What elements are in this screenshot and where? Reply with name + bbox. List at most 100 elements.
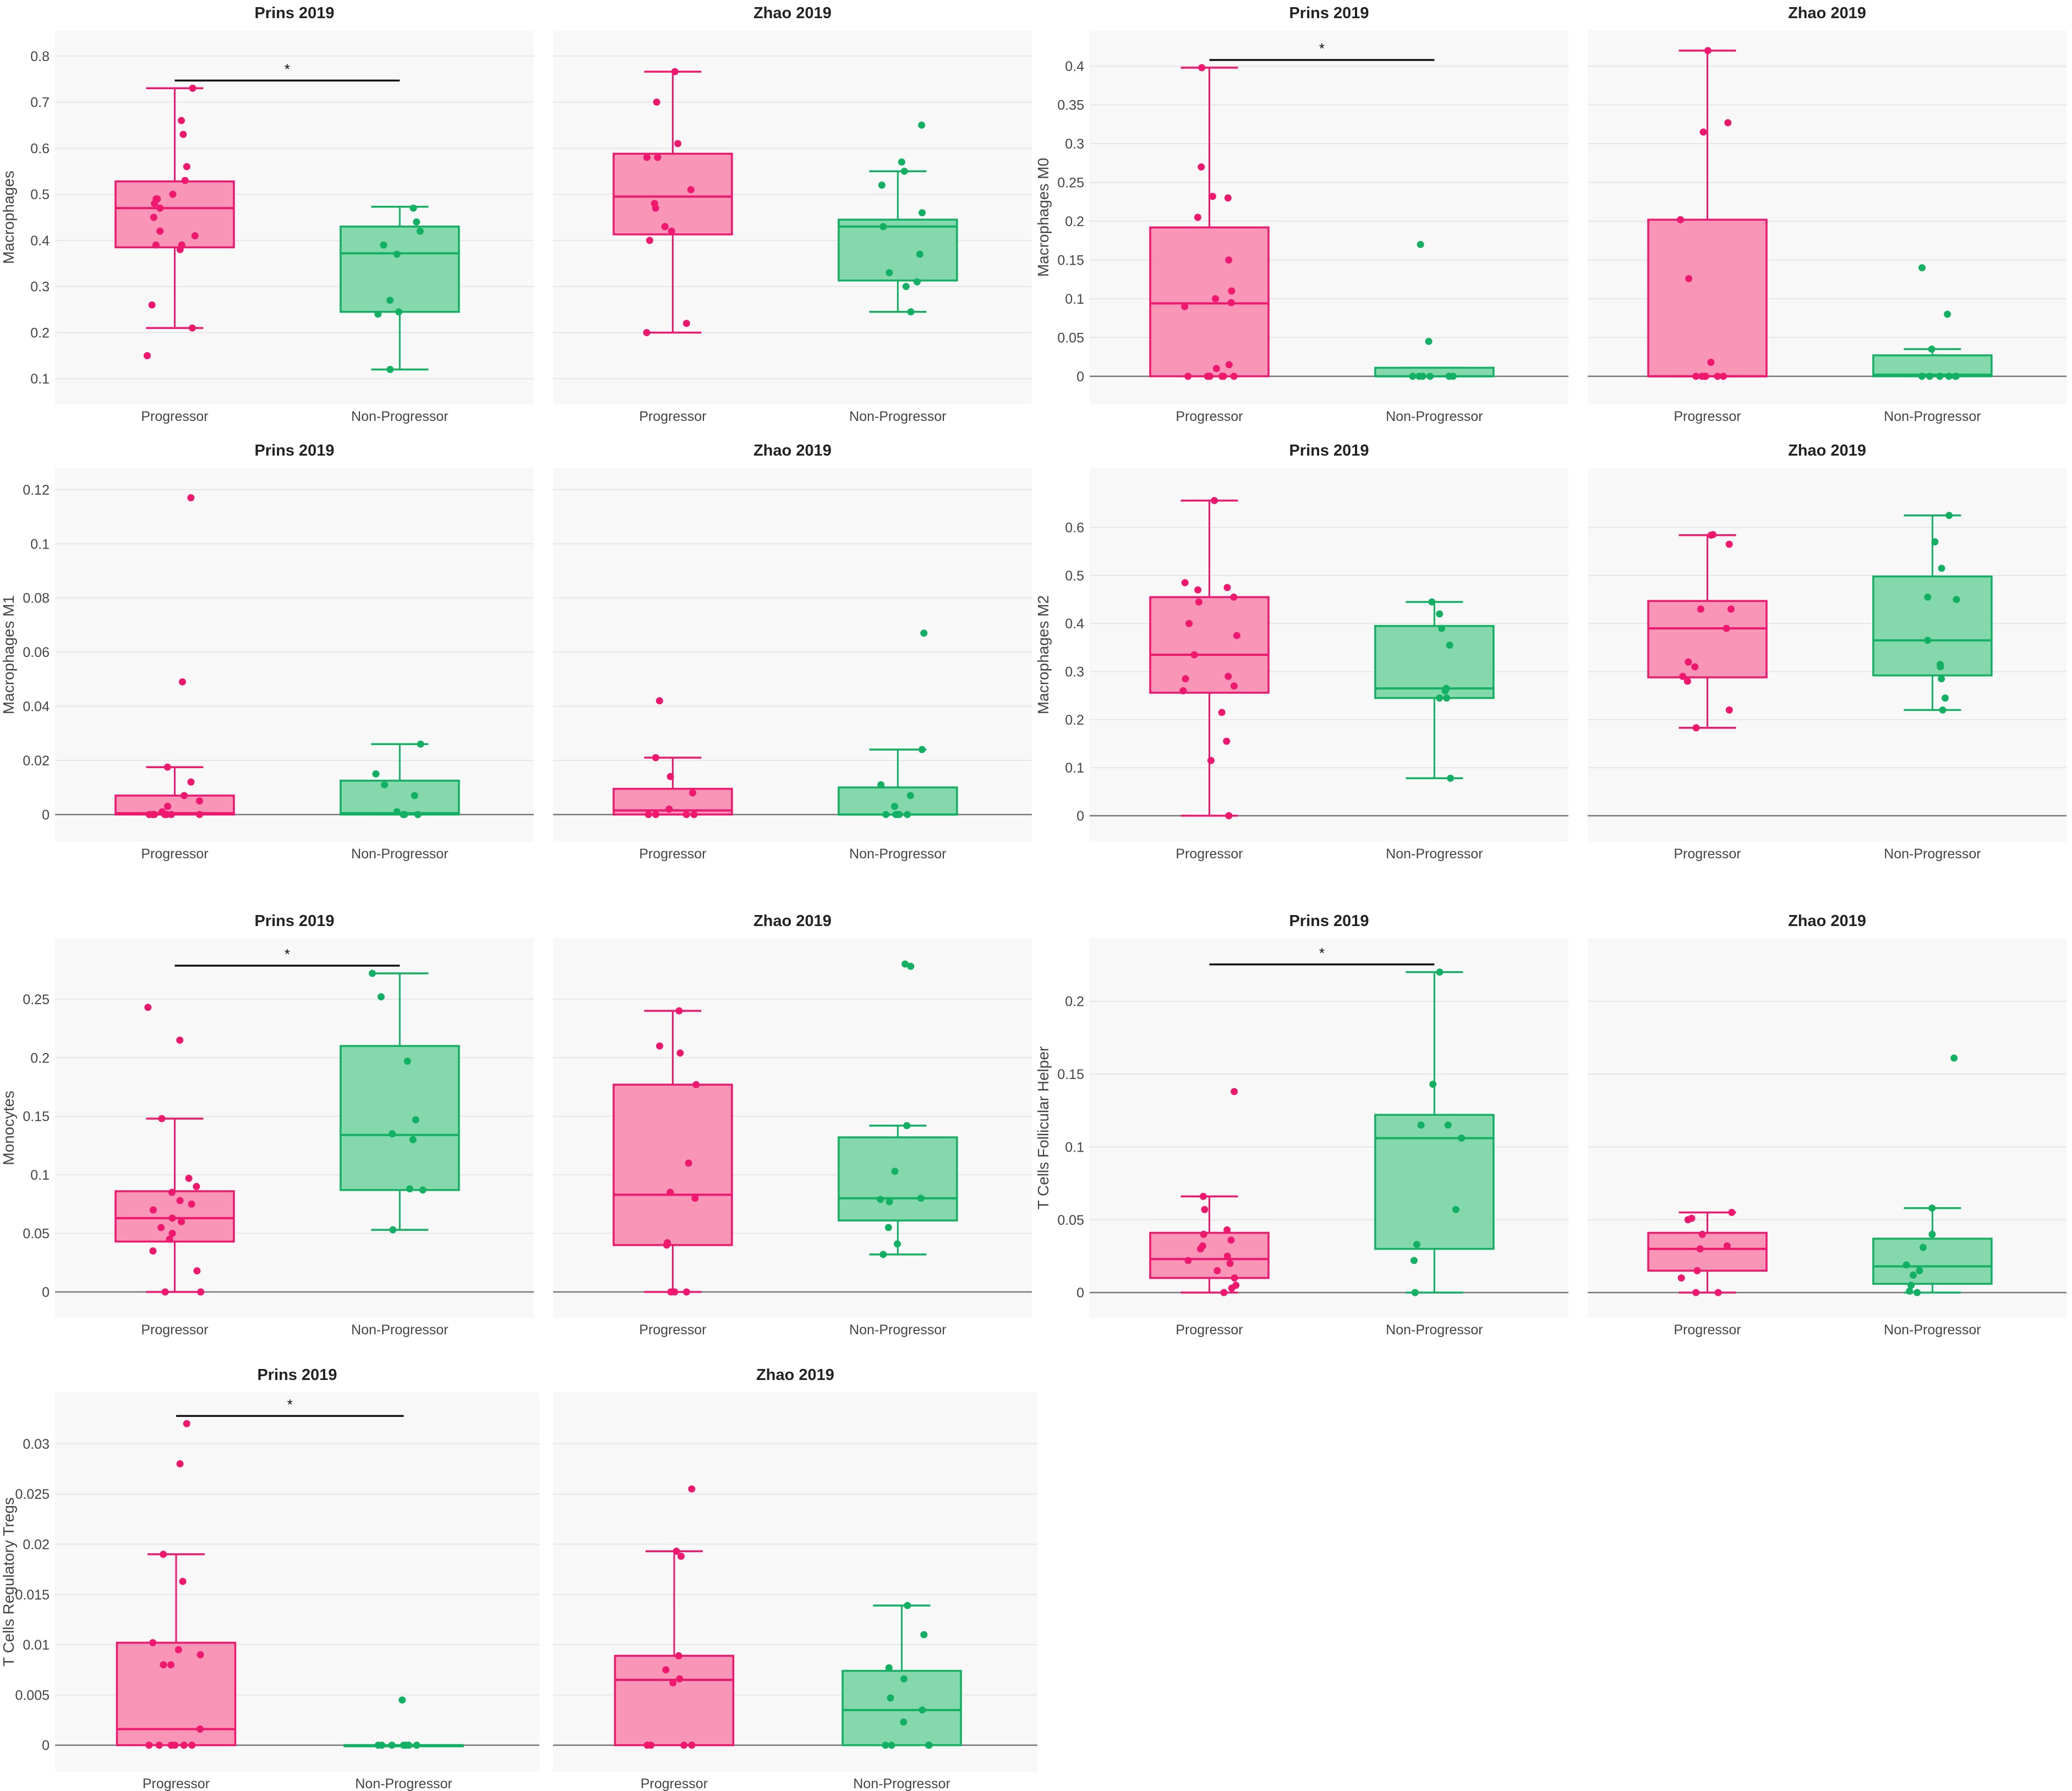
data-point xyxy=(1207,757,1215,764)
data-point xyxy=(1914,1289,1921,1296)
data-point xyxy=(673,1547,680,1555)
data-point xyxy=(189,84,196,92)
x-tick-label: Non-Progressor xyxy=(849,1322,946,1338)
box-iqr xyxy=(838,218,958,282)
data-point xyxy=(1924,593,1932,601)
data-point xyxy=(906,792,914,799)
y-tick-label: 0.2 xyxy=(30,1050,50,1066)
data-point xyxy=(643,154,651,161)
box-iqr xyxy=(613,152,733,235)
chart-panel: Zhao 2019 Progressor Non-Progressor xyxy=(553,442,1032,862)
data-point xyxy=(1198,64,1206,72)
data-point xyxy=(1698,1230,1706,1238)
data-point xyxy=(674,140,682,147)
data-point xyxy=(377,993,385,1001)
data-point xyxy=(1725,706,1733,714)
chart-panel: 0 0.05 0.1 0.15 0.2 0.25 Prins 2019 Monocytes Pr… xyxy=(0,912,534,1338)
data-point xyxy=(1702,373,1709,380)
x-tick-label: Non-Progressor xyxy=(849,409,946,424)
data-point xyxy=(644,810,652,818)
chart-panel: 0 0.02 0.04 0.06 0.08 0.1 0.12 Prins 2019 Macrop… xyxy=(0,442,534,862)
chart-title: Prins 2019 xyxy=(1289,912,1369,930)
data-point xyxy=(1442,684,1450,692)
data-point xyxy=(1720,373,1727,380)
data-point xyxy=(879,223,887,231)
data-point xyxy=(149,1247,157,1255)
data-point xyxy=(166,1235,173,1243)
x-tick-label: Progressor xyxy=(141,409,208,424)
data-point xyxy=(388,1741,396,1749)
series-progressor xyxy=(1647,531,1768,732)
data-point xyxy=(411,792,418,799)
data-point xyxy=(409,1136,417,1143)
box-iqr xyxy=(1149,1231,1270,1279)
data-point xyxy=(413,218,420,226)
data-point xyxy=(1213,1267,1221,1274)
data-point xyxy=(160,1551,167,1558)
data-point xyxy=(898,158,905,166)
data-point xyxy=(1438,625,1446,632)
y-axis-label: Macrophages M1 xyxy=(0,595,17,714)
data-point xyxy=(877,781,885,788)
data-point xyxy=(904,1602,911,1609)
data-point xyxy=(1907,1281,1915,1289)
data-point xyxy=(1428,598,1436,606)
chart-panel: 0 0.05 0.1 0.15 0.2 0.25 0.3 0.35 0.4 Prins 2019 M… xyxy=(1035,4,1568,424)
y-tick-label: 0.01 xyxy=(23,1637,50,1653)
data-point xyxy=(188,324,196,332)
data-point xyxy=(1942,694,1949,702)
data-point xyxy=(882,810,890,818)
data-point xyxy=(1938,565,1945,572)
data-point xyxy=(1692,1289,1700,1296)
series-progressor xyxy=(114,1004,235,1296)
data-point xyxy=(1410,1257,1418,1264)
y-tick-label: 0.04 xyxy=(23,699,50,714)
y-tick-label: 0.2 xyxy=(1065,713,1084,728)
chart-title: Prins 2019 xyxy=(1289,442,1369,459)
data-point xyxy=(913,278,921,286)
data-point xyxy=(683,1288,691,1296)
data-point xyxy=(885,269,893,277)
x-tick-label: Non-Progressor xyxy=(1884,409,1981,424)
data-point xyxy=(145,1741,153,1749)
data-point xyxy=(1725,540,1733,548)
data-point xyxy=(1906,1287,1914,1295)
x-tick-label: Progressor xyxy=(639,409,706,424)
data-point xyxy=(178,678,186,686)
data-point xyxy=(1918,373,1926,380)
series-non-progressor xyxy=(340,970,460,1234)
data-point xyxy=(916,250,923,258)
data-point xyxy=(191,232,199,240)
data-point xyxy=(904,810,911,818)
chart-title: Zhao 2019 xyxy=(753,4,832,22)
series-progressor xyxy=(1647,1209,1768,1296)
data-point xyxy=(680,1741,688,1749)
data-point xyxy=(389,1226,397,1234)
data-point xyxy=(176,1036,184,1044)
y-tick-label: 0.15 xyxy=(23,1109,50,1125)
data-point xyxy=(1225,361,1233,369)
y-tick-label: 0.1 xyxy=(30,536,50,552)
chart-panel: Zhao 2019 Progressor Non-Progressor xyxy=(1588,912,2066,1338)
data-point xyxy=(656,1042,664,1050)
y-tick-label: 0.6 xyxy=(30,141,50,156)
data-point xyxy=(1429,1081,1437,1088)
series-progressor xyxy=(114,84,235,359)
data-point xyxy=(374,1741,382,1749)
series-progressor xyxy=(613,1007,733,1296)
data-point xyxy=(1926,373,1933,380)
data-point xyxy=(1727,605,1735,613)
box-iqr xyxy=(1149,226,1270,377)
chart-title: Prins 2019 xyxy=(254,442,334,459)
data-point xyxy=(1696,1245,1704,1253)
data-point xyxy=(1181,579,1189,587)
data-point xyxy=(156,227,164,235)
data-point xyxy=(900,1675,907,1683)
box-iqr xyxy=(838,1136,958,1222)
data-point xyxy=(1677,1274,1685,1282)
y-tick-label: 0.4 xyxy=(30,233,50,249)
data-point xyxy=(1224,194,1232,202)
data-point xyxy=(1436,694,1444,702)
series-non-progressor xyxy=(838,629,958,818)
y-tick-label: 0.1 xyxy=(1065,1140,1084,1155)
